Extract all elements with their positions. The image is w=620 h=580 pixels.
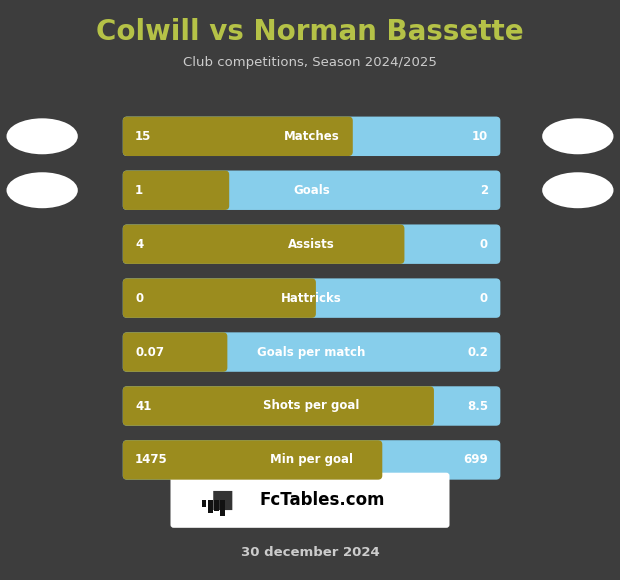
Text: 0: 0 xyxy=(480,238,488,251)
FancyBboxPatch shape xyxy=(123,278,316,318)
FancyBboxPatch shape xyxy=(202,500,206,507)
Text: Assists: Assists xyxy=(288,238,335,251)
Text: 0.07: 0.07 xyxy=(135,346,164,358)
FancyBboxPatch shape xyxy=(123,224,404,264)
Text: Colwill vs Norman Bassette: Colwill vs Norman Bassette xyxy=(96,18,524,46)
Text: 1: 1 xyxy=(135,184,143,197)
FancyBboxPatch shape xyxy=(123,440,500,480)
Ellipse shape xyxy=(7,172,78,208)
FancyBboxPatch shape xyxy=(123,440,383,480)
FancyBboxPatch shape xyxy=(123,332,500,372)
Text: Min per goal: Min per goal xyxy=(270,454,353,466)
FancyBboxPatch shape xyxy=(123,117,353,156)
Text: 2: 2 xyxy=(480,184,488,197)
Text: 1475: 1475 xyxy=(135,454,168,466)
Text: Matches: Matches xyxy=(284,130,339,143)
Ellipse shape xyxy=(542,172,614,208)
FancyBboxPatch shape xyxy=(208,500,213,513)
Text: Goals per match: Goals per match xyxy=(257,346,366,358)
Text: 15: 15 xyxy=(135,130,151,143)
FancyBboxPatch shape xyxy=(123,117,500,156)
Text: 8.5: 8.5 xyxy=(467,400,488,412)
Text: 699: 699 xyxy=(463,454,488,466)
FancyBboxPatch shape xyxy=(123,386,434,426)
Text: FcTables.com: FcTables.com xyxy=(260,491,385,509)
Text: 10: 10 xyxy=(472,130,488,143)
FancyBboxPatch shape xyxy=(170,473,450,528)
FancyBboxPatch shape xyxy=(123,278,500,318)
Ellipse shape xyxy=(542,118,614,154)
Text: Goals: Goals xyxy=(293,184,330,197)
Text: 0: 0 xyxy=(135,292,143,304)
Text: 4: 4 xyxy=(135,238,143,251)
Ellipse shape xyxy=(7,118,78,154)
FancyBboxPatch shape xyxy=(123,386,500,426)
FancyBboxPatch shape xyxy=(123,332,228,372)
FancyBboxPatch shape xyxy=(123,171,229,210)
Text: 0: 0 xyxy=(480,292,488,304)
Text: Hattricks: Hattricks xyxy=(281,292,342,304)
Text: Shots per goal: Shots per goal xyxy=(264,400,360,412)
FancyBboxPatch shape xyxy=(220,500,225,516)
FancyBboxPatch shape xyxy=(214,500,219,510)
Text: 41: 41 xyxy=(135,400,151,412)
FancyBboxPatch shape xyxy=(123,224,500,264)
Text: 0.2: 0.2 xyxy=(467,346,488,358)
Text: Club competitions, Season 2024/2025: Club competitions, Season 2024/2025 xyxy=(183,56,437,68)
FancyBboxPatch shape xyxy=(123,171,500,210)
Text: ■: ■ xyxy=(211,488,234,512)
Text: 30 december 2024: 30 december 2024 xyxy=(241,546,379,559)
